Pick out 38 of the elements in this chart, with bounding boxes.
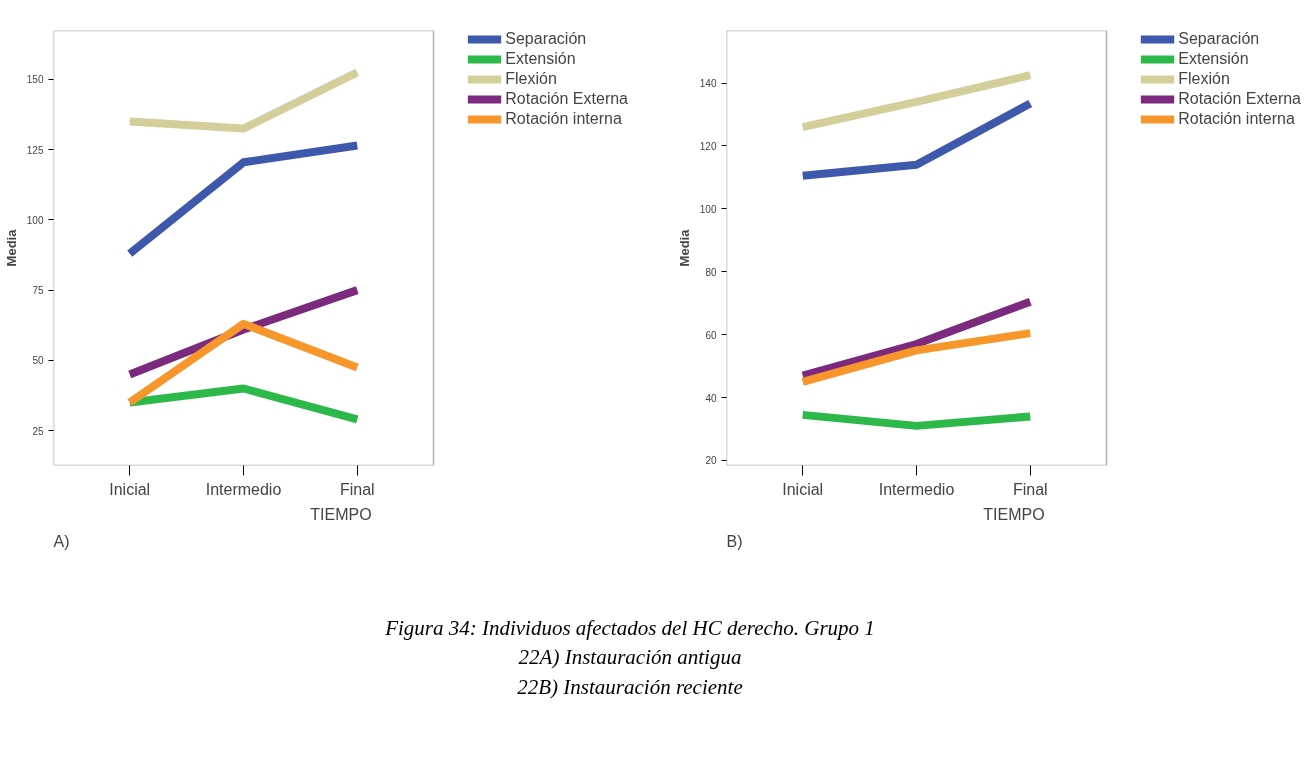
x-axis-title: TIEMPO	[310, 505, 372, 523]
x-tick-label: Inicial	[109, 480, 151, 498]
text: 22A) Instauración antigua	[518, 645, 742, 670]
x-tick-label: Intermedio	[205, 480, 282, 498]
y-tick-label: 100	[26, 214, 44, 226]
x-tick-label: Final	[1012, 480, 1048, 498]
x-axis-title: TIEMPO	[983, 505, 1045, 523]
legend-label: Flexión	[1178, 70, 1230, 88]
y-tick-label: 150	[26, 74, 44, 86]
legend-label: Rotación Externa	[505, 90, 628, 108]
text: Figura 34: Individuos afectados del HC derecho. Grupo 1	[385, 616, 875, 640]
y-tick-label: 60	[705, 329, 717, 341]
y-axis-title: Media	[676, 228, 692, 267]
y-tick-label: 40	[705, 392, 717, 404]
legend-label: Separación	[505, 30, 587, 48]
x-tick-label: Inicial	[782, 480, 824, 498]
legend-label: Extensión	[505, 50, 576, 68]
text: B)	[726, 532, 743, 550]
legend-label: Extensión	[1178, 50, 1249, 68]
y-tick-label: 100	[699, 203, 717, 215]
y-tick-label: 75	[32, 285, 44, 297]
y-tick-label: 120	[699, 140, 717, 152]
text: 22B) Instauración reciente	[517, 674, 743, 699]
legend-label: Flexión	[505, 70, 557, 88]
x-tick-label: Final	[339, 480, 375, 498]
y-tick-label: 50	[32, 355, 44, 367]
y-tick-label: 140	[699, 78, 717, 90]
y-tick-label: 20	[705, 455, 717, 467]
legend-label: Rotación Externa	[1178, 90, 1301, 108]
legend-label: Separación	[1178, 30, 1260, 48]
legend-label: Rotación interna	[1178, 110, 1295, 128]
x-tick-label: Intermedio	[878, 480, 955, 498]
legend-label: Rotación interna	[505, 110, 622, 128]
y-tick-label: 25	[32, 425, 44, 437]
text: A)	[53, 532, 70, 550]
y-tick-label: 80	[705, 266, 717, 278]
y-axis-title: Media	[3, 228, 19, 267]
y-tick-label: 125	[26, 144, 44, 156]
